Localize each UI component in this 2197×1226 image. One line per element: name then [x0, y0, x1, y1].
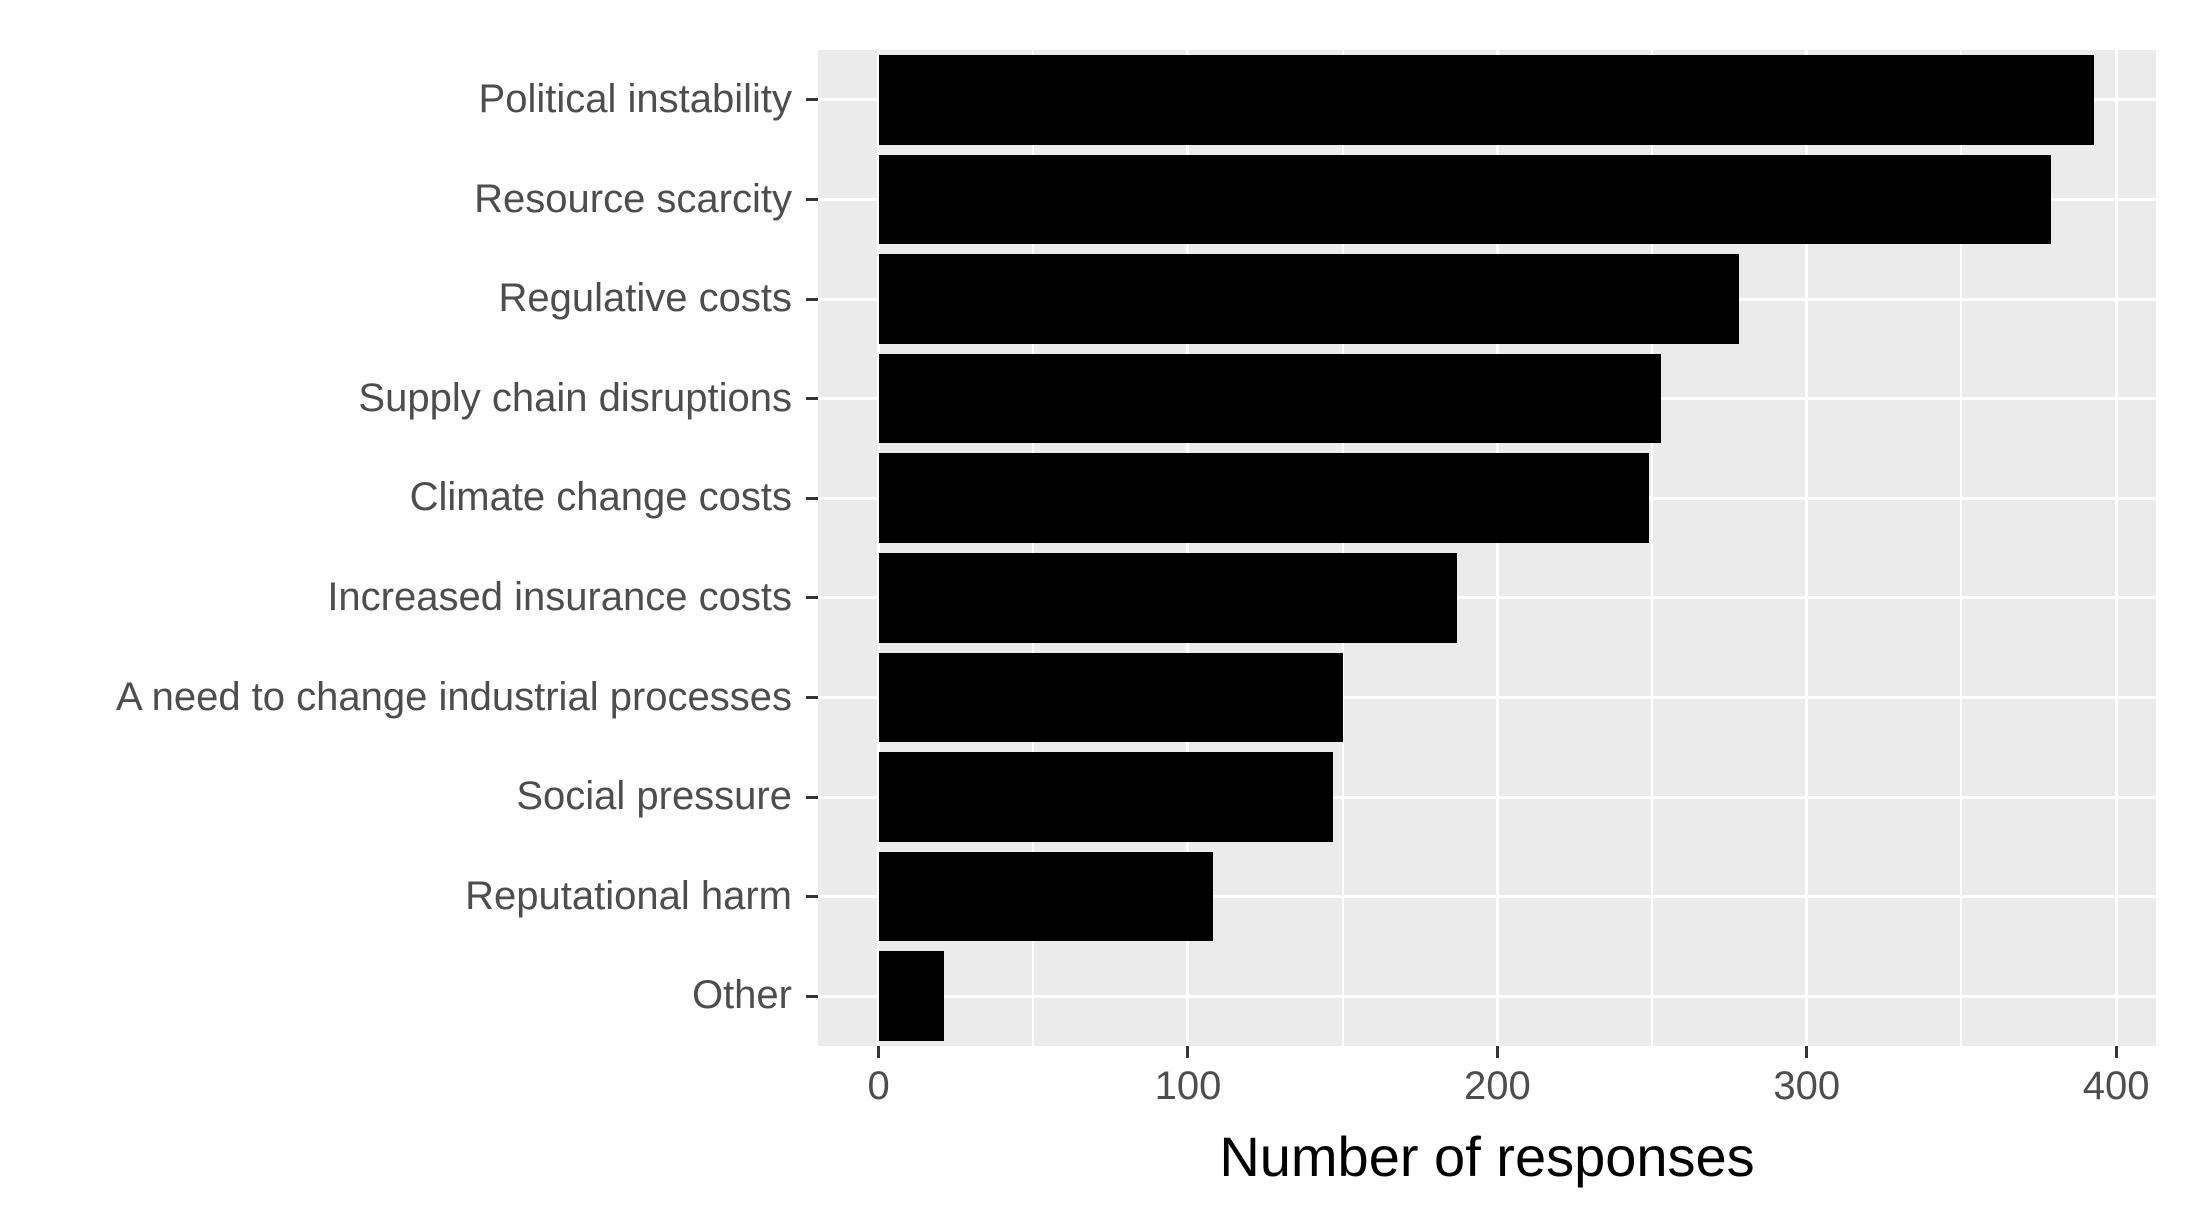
- y-axis-tick: [806, 795, 818, 799]
- bar-increased-insurance-costs: [878, 552, 1458, 643]
- y-axis-label: Resource scarcity: [474, 176, 792, 221]
- grid-major-hline: [818, 596, 2156, 600]
- grid-major-vline: [2114, 50, 2118, 1046]
- bar-other: [878, 951, 944, 1041]
- x-axis-tick: [1495, 1046, 1499, 1058]
- grid-minor-vline: [1960, 50, 1963, 1046]
- bar-resource-scarcity: [878, 154, 2052, 245]
- grid-major-vline: [1805, 50, 1809, 1046]
- y-axis-tick: [806, 895, 818, 899]
- x-axis-tick-label: 300: [1773, 1064, 1841, 1108]
- grid-major-hline: [818, 994, 2156, 998]
- y-axis-tick: [806, 695, 818, 699]
- bar-political-instability: [878, 54, 2095, 145]
- y-axis-label: Social pressure: [516, 774, 792, 819]
- x-axis-title: Number of responses: [1219, 1125, 1755, 1188]
- bar-supply-chain-disruptions: [878, 353, 1662, 444]
- y-axis-tick: [806, 397, 818, 401]
- grid-major-vline: [877, 50, 881, 1046]
- y-axis-tick: [806, 197, 818, 201]
- y-axis-label: Reputational harm: [465, 873, 792, 918]
- bar-regulative-costs: [878, 254, 1739, 344]
- y-axis-label: Political instability: [478, 77, 792, 121]
- grid-major-hline: [818, 695, 2156, 699]
- bar-a-need-to-change-industrial-processes: [878, 652, 1343, 743]
- x-axis-tick: [877, 1046, 881, 1058]
- x-axis-tick-label: 400: [2082, 1064, 2150, 1108]
- y-axis-tick: [806, 98, 818, 102]
- y-axis-tick: [806, 994, 818, 998]
- grid-major-hline: [818, 795, 2156, 799]
- y-axis-label: Other: [691, 973, 792, 1018]
- bar-climate-change-costs: [878, 453, 1649, 543]
- x-axis-tick: [1805, 1046, 1809, 1058]
- x-axis-tick-label: 200: [1463, 1064, 1531, 1108]
- y-axis-label: A need to change industrial processes: [116, 674, 792, 719]
- grid-major-hline: [818, 895, 2156, 899]
- y-axis-tick: [806, 596, 818, 600]
- bar-social-pressure: [878, 752, 1334, 842]
- y-axis-label: Increased insurance costs: [327, 575, 792, 619]
- grid-minor-vline: [1341, 50, 1344, 1046]
- x-axis-tick-label: 100: [1154, 1064, 1222, 1108]
- y-axis-tick: [806, 297, 818, 301]
- y-axis-label: Climate change costs: [409, 475, 792, 520]
- grid-major-vline: [1186, 50, 1190, 1046]
- bar-reputational-harm: [878, 851, 1213, 942]
- y-axis-tick: [806, 496, 818, 500]
- x-axis-tick: [1186, 1046, 1190, 1058]
- grid-minor-vline: [1651, 50, 1654, 1046]
- y-axis-label: Supply chain disruptions: [358, 375, 792, 420]
- chart-panel: [818, 50, 2156, 1046]
- x-axis-tick-label: 0: [867, 1064, 890, 1108]
- grid-major-vline: [1495, 50, 1499, 1046]
- grid-minor-vline: [1032, 50, 1035, 1046]
- x-axis-tick: [2114, 1046, 2118, 1058]
- y-axis-label: Regulative costs: [498, 276, 792, 321]
